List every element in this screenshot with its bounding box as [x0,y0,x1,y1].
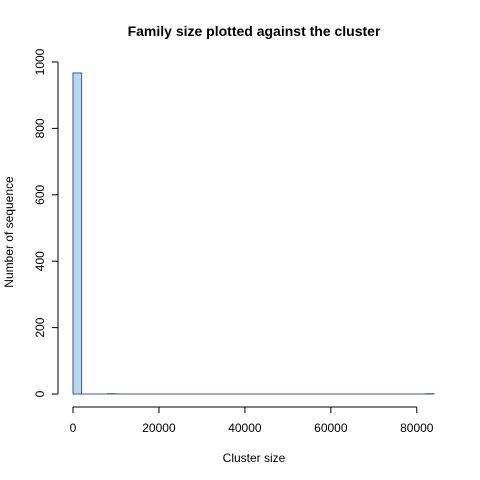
x-tick-label: 20000 [142,421,176,435]
y-tick-label: 800 [33,118,47,138]
bars-group [72,72,435,395]
y-tick-label: 600 [33,184,47,204]
x-tick-label: 80000 [400,421,434,435]
y-tick-label: 200 [33,317,47,337]
histogram-bar [72,72,83,395]
x-tick-label: 40000 [228,421,262,435]
y-axis-title: Number of sequence [2,176,16,288]
y-tick-label: 400 [33,251,47,271]
y-axis: 0 200 400 600 800 1000 [33,48,59,397]
y-tick-label: 0 [33,390,47,397]
x-tick-label: 0 [70,421,77,435]
x-axis-title: Cluster size [223,451,286,465]
x-axis: 0 20000 40000 60000 80000 [70,406,434,435]
y-tick-label: 1000 [33,48,47,75]
chart-title: Family size plotted against the cluster [128,23,381,39]
x-tick-label: 60000 [314,421,348,435]
